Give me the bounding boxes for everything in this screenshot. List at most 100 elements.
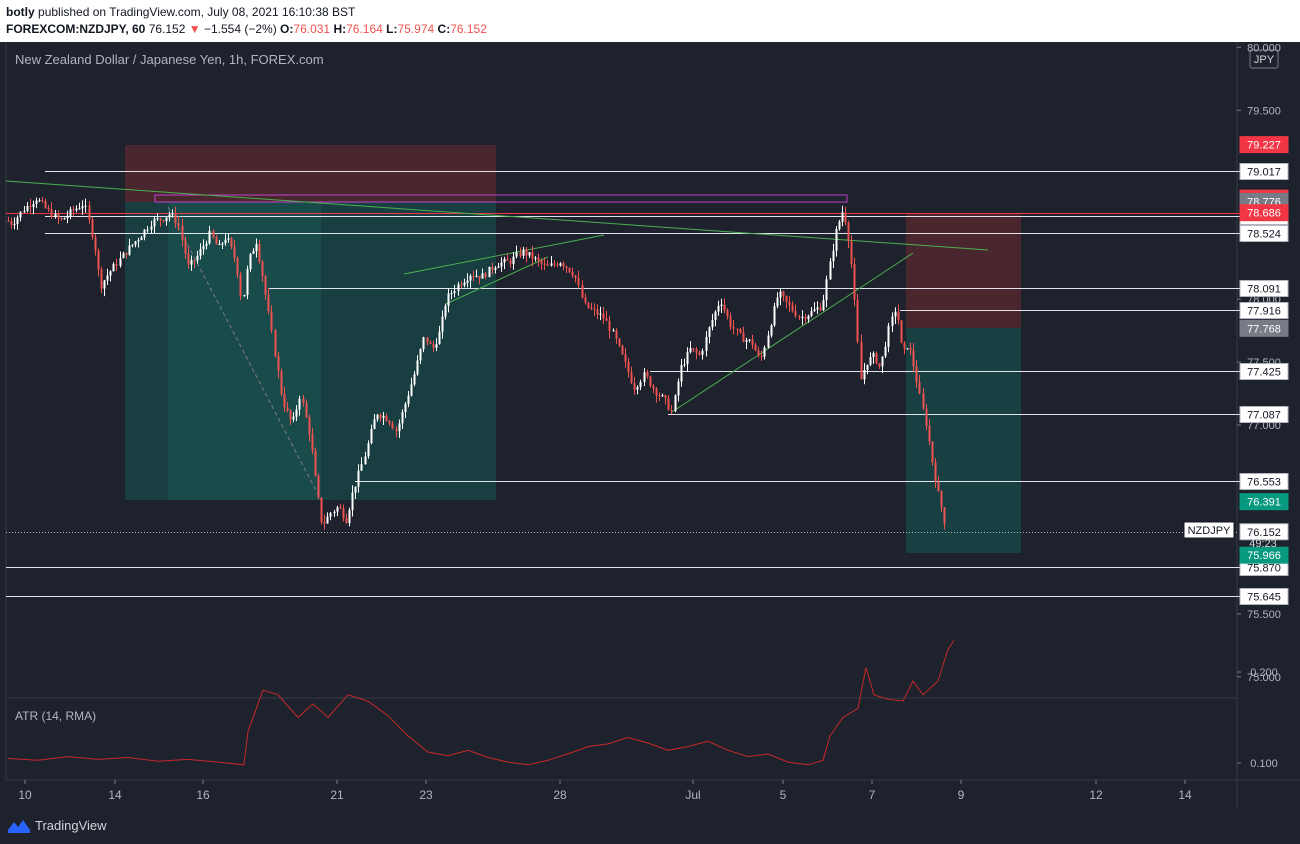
price-chart[interactable]: New Zealand Dollar / Japanese Yen, 1h, F…	[0, 42, 1300, 808]
candle-body-48	[156, 218, 159, 220]
candle-body-119	[376, 414, 379, 420]
level-label-5: 77.425	[1247, 367, 1281, 379]
time-tick-0: 10	[18, 788, 32, 802]
projection-dashed[interactable]	[167, 206, 322, 501]
trendline-rising[interactable]	[671, 252, 914, 413]
atr-tick-1: 0.100	[1250, 758, 1278, 770]
candle-body-54	[174, 213, 177, 224]
candle-body-269	[841, 212, 844, 222]
time-tick-10: 12	[1089, 788, 1103, 802]
quote-line: FOREXCOM:NZDJPY, 60 76.152 ▼ −1.554 (−2%…	[6, 22, 487, 36]
candle-body-252	[788, 301, 791, 306]
candle-body-289	[903, 343, 906, 349]
candle-body-263	[822, 300, 825, 311]
candle-body-132	[416, 360, 419, 375]
candle-body-209	[655, 388, 658, 396]
candle-body-294	[918, 382, 921, 394]
level-label-3: 78.091	[1247, 284, 1281, 296]
candle-body-142	[447, 293, 450, 306]
candle-body-92	[292, 416, 295, 420]
candle-body-122	[385, 415, 388, 421]
candle-body-232	[726, 310, 729, 317]
candle-body-167	[525, 249, 528, 256]
candle-body-130	[410, 384, 413, 396]
price-scale[interactable]: JPY 80.00079.50078.00077.50077.00075.500…	[1237, 42, 1289, 770]
low-value: 75.974	[397, 22, 435, 36]
candle-body-42	[137, 240, 140, 242]
price-tick-6: 75.000	[1247, 672, 1281, 684]
target-zone-right[interactable]	[906, 328, 1021, 553]
candle-body-143	[450, 293, 453, 295]
candle-body-197	[618, 338, 621, 346]
candle-body-62	[199, 249, 202, 256]
candle-body-24	[81, 206, 84, 209]
price-tag-box-6	[1239, 523, 1289, 541]
time-tick-8: 7	[869, 788, 876, 802]
candle-body-286	[894, 311, 897, 317]
candle-body-67	[215, 237, 218, 245]
candle-body-212	[664, 395, 667, 399]
candle-body-39	[128, 245, 131, 255]
candle-body-244	[763, 347, 766, 357]
chart-area[interactable]: New Zealand Dollar / Japanese Yen, 1h, F…	[0, 42, 1300, 808]
level-label-0: 79.017	[1247, 167, 1281, 179]
time-scale[interactable]: 10 14 16 21 23 28 Jul 5 7 9 12 14	[18, 780, 1192, 802]
resistance-box[interactable]	[154, 194, 848, 203]
candle-body-90	[286, 407, 289, 411]
candle-body-210	[658, 395, 661, 397]
short-stop-zone[interactable]	[125, 145, 496, 202]
trendline-channel-top[interactable]	[403, 234, 605, 275]
candle-body-126	[398, 423, 401, 432]
symbol-label[interactable]: FOREXCOM:NZDJPY, 60	[6, 22, 146, 36]
candle-body-264	[825, 279, 828, 301]
candle-body-299	[934, 462, 937, 482]
candle-body-220	[689, 348, 692, 353]
candle-body-63	[202, 246, 205, 250]
candle-body-127	[401, 412, 404, 424]
author-name[interactable]: botly	[6, 5, 35, 19]
candle-body-133	[419, 349, 422, 361]
candle-body-28	[94, 237, 97, 251]
candle-body-34	[112, 264, 115, 272]
candle-body-283	[884, 346, 887, 357]
candle-body-225	[705, 336, 708, 351]
level-label-6: 77.087	[1247, 410, 1281, 422]
candle-body-53	[171, 213, 174, 215]
trendline-channel-bottom[interactable]	[445, 256, 549, 305]
candle-body-200	[627, 361, 630, 373]
level-label-box-4	[1239, 302, 1289, 319]
candle-body-18	[63, 218, 66, 220]
trendline-main[interactable]	[5, 180, 989, 251]
candle-body-163	[512, 256, 515, 264]
level-label-7: 76.553	[1247, 477, 1281, 489]
currency-box[interactable]	[1249, 49, 1279, 69]
candle-body-93	[295, 409, 298, 417]
candle-body-261	[816, 307, 819, 310]
time-tick-2: 16	[196, 788, 210, 802]
candle-body-223	[698, 352, 701, 355]
candle-body-114	[360, 464, 363, 471]
candle-body-270	[844, 212, 847, 223]
candle-body-64	[205, 243, 208, 247]
candle-body-193	[605, 318, 608, 321]
price-tag-box-0	[1239, 136, 1289, 154]
candle-body-47	[153, 218, 156, 227]
candle-body-75	[239, 274, 242, 297]
high-label: H:	[333, 22, 347, 36]
candle-body-84	[267, 294, 270, 312]
candle-body-85	[270, 311, 273, 331]
stop-zone-right[interactable]	[906, 213, 1021, 328]
candle-body-158	[497, 266, 500, 268]
candle-body-128	[404, 403, 407, 413]
candle-body-290	[906, 348, 909, 350]
candle-body-38	[125, 252, 128, 255]
symbol-tag-box	[1183, 521, 1235, 539]
candle-body-238	[745, 340, 748, 342]
short-target-zone[interactable]	[125, 202, 496, 500]
tradingview-logo[interactable]: TradingView	[8, 818, 107, 833]
candle-body-52	[168, 214, 171, 218]
time-tick-3: 21	[330, 788, 344, 802]
candle-body-37	[122, 252, 125, 259]
candle-body-300	[937, 481, 940, 492]
candle-body-46	[150, 226, 153, 230]
